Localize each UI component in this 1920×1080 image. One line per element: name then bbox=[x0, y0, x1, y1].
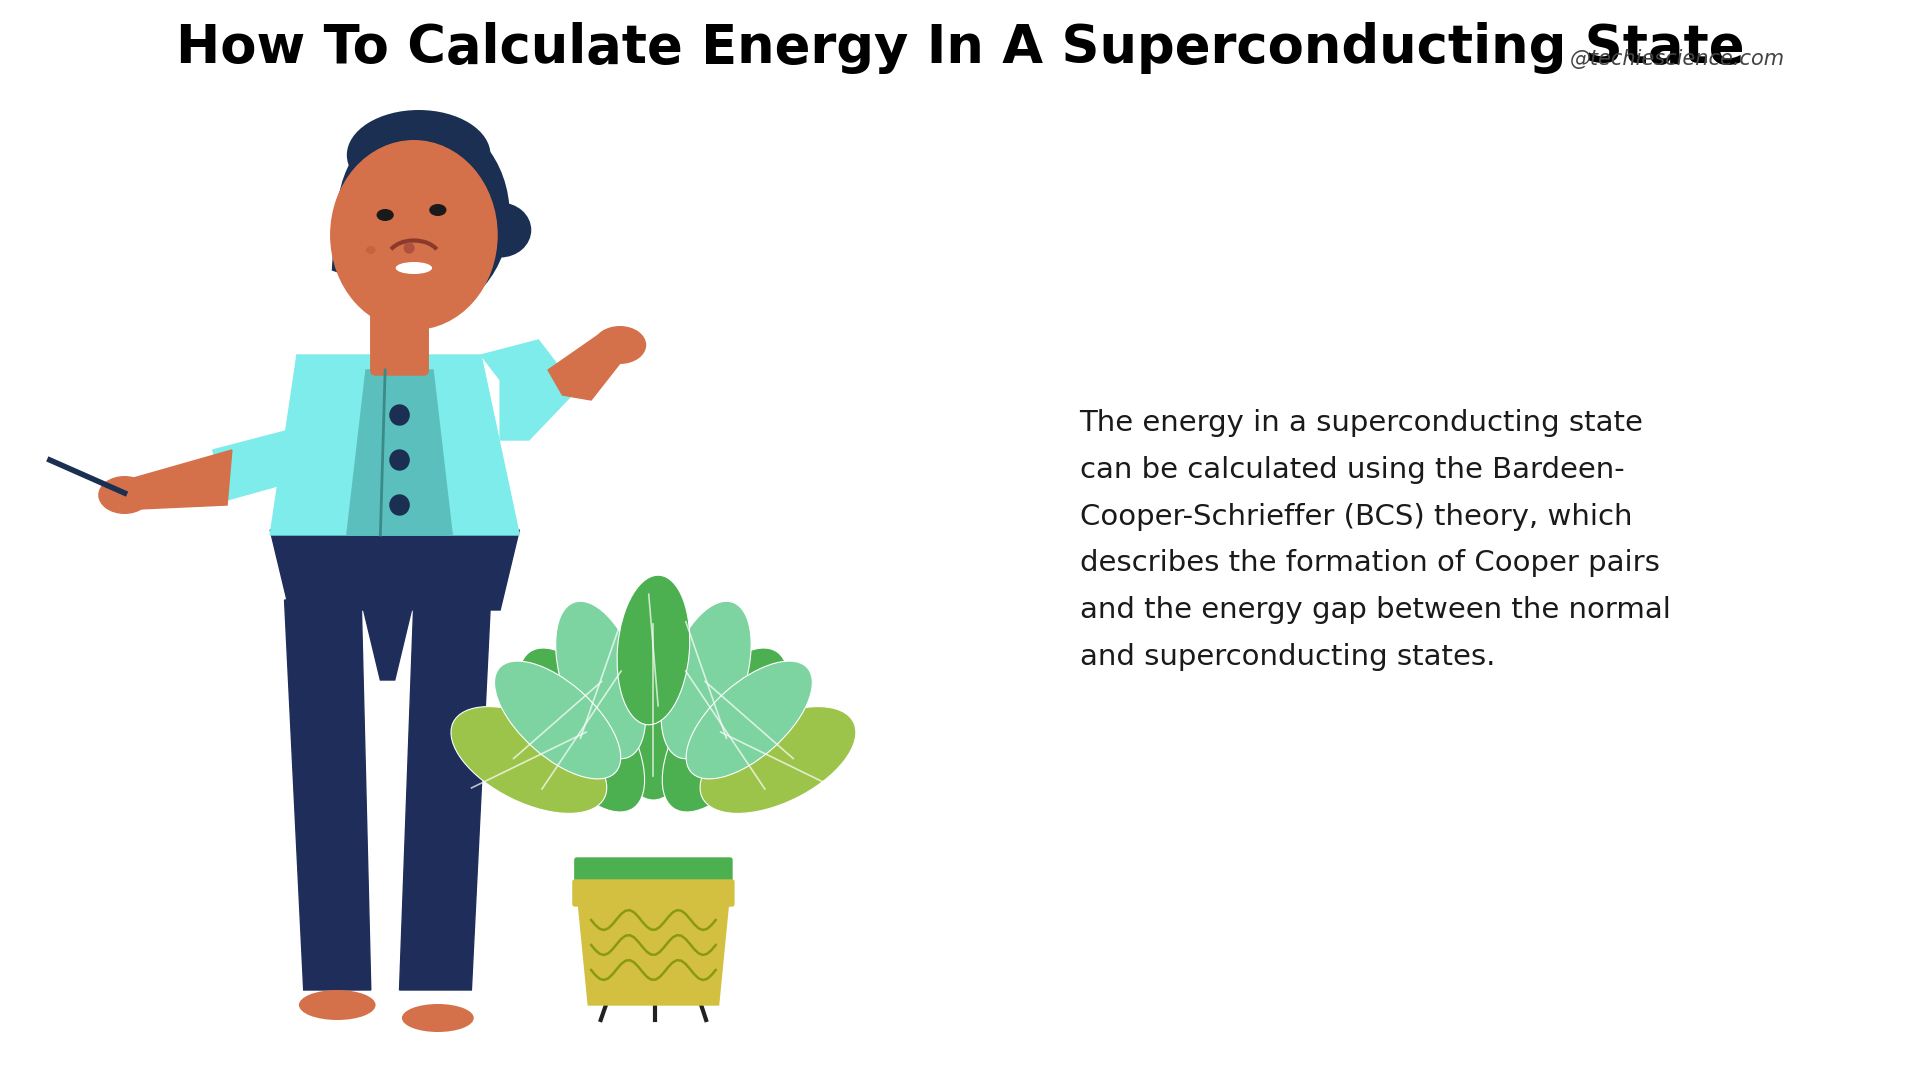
Polygon shape bbox=[213, 355, 309, 500]
Ellipse shape bbox=[616, 576, 689, 725]
Polygon shape bbox=[332, 130, 390, 280]
Ellipse shape bbox=[346, 158, 478, 323]
FancyBboxPatch shape bbox=[572, 880, 733, 906]
Ellipse shape bbox=[367, 246, 376, 254]
Ellipse shape bbox=[401, 1004, 474, 1032]
Ellipse shape bbox=[593, 326, 647, 364]
Ellipse shape bbox=[348, 110, 490, 200]
Circle shape bbox=[390, 450, 409, 470]
Ellipse shape bbox=[98, 476, 152, 514]
Polygon shape bbox=[482, 340, 576, 440]
Polygon shape bbox=[361, 600, 415, 680]
Ellipse shape bbox=[609, 600, 699, 800]
Text: How To Calculate Energy In A Superconducting State: How To Calculate Energy In A Superconduc… bbox=[177, 22, 1743, 75]
Ellipse shape bbox=[451, 706, 607, 813]
Ellipse shape bbox=[555, 602, 645, 759]
Ellipse shape bbox=[468, 203, 532, 257]
Circle shape bbox=[390, 405, 409, 426]
Ellipse shape bbox=[685, 661, 812, 779]
Ellipse shape bbox=[330, 140, 497, 330]
Polygon shape bbox=[348, 370, 453, 535]
Polygon shape bbox=[117, 450, 232, 510]
Polygon shape bbox=[399, 600, 490, 990]
Ellipse shape bbox=[396, 262, 432, 274]
Ellipse shape bbox=[495, 661, 620, 779]
Ellipse shape bbox=[701, 706, 856, 813]
Ellipse shape bbox=[430, 204, 447, 216]
Ellipse shape bbox=[300, 990, 376, 1020]
Text: @techiescience.com: @techiescience.com bbox=[1571, 50, 1786, 69]
Polygon shape bbox=[284, 600, 371, 990]
Polygon shape bbox=[271, 530, 518, 610]
FancyBboxPatch shape bbox=[574, 858, 732, 890]
Ellipse shape bbox=[518, 648, 645, 812]
Ellipse shape bbox=[662, 648, 789, 812]
Ellipse shape bbox=[338, 114, 509, 315]
FancyBboxPatch shape bbox=[371, 305, 428, 375]
Text: The energy in a superconducting state
can be calculated using the Bardeen-
Coope: The energy in a superconducting state ca… bbox=[1079, 409, 1670, 671]
Ellipse shape bbox=[376, 210, 394, 221]
Polygon shape bbox=[576, 888, 730, 1005]
Circle shape bbox=[405, 243, 415, 253]
Circle shape bbox=[390, 495, 409, 515]
Polygon shape bbox=[271, 355, 518, 535]
Ellipse shape bbox=[660, 602, 751, 759]
Polygon shape bbox=[547, 330, 634, 400]
